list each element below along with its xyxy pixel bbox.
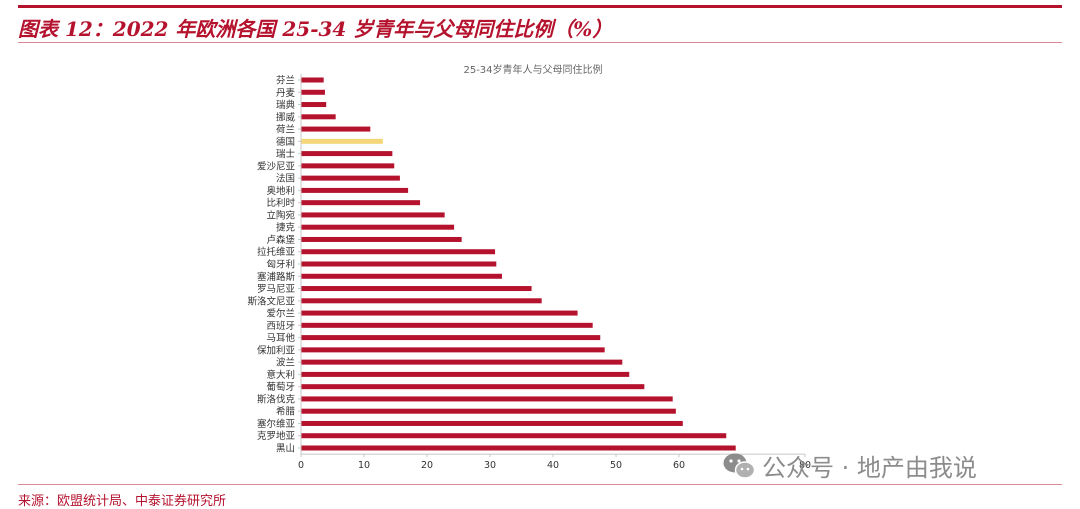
category-label: 捷克	[276, 222, 296, 234]
category-label: 荷兰	[276, 124, 295, 136]
category-label: 奥地利	[266, 185, 295, 197]
category-label: 匈牙利	[266, 259, 295, 271]
category-label: 斯洛文尼亚	[247, 295, 295, 307]
category-label: 爱沙尼亚	[257, 160, 296, 172]
category-label: 西班牙	[266, 320, 295, 332]
x-tick-label: 20	[421, 460, 433, 471]
category-label: 丹麦	[276, 87, 296, 99]
category-label: 意大利	[266, 369, 295, 381]
category-label: 保加利亚	[257, 344, 296, 356]
category-label: 立陶宛	[266, 209, 295, 221]
x-axis: 01020304050607080	[298, 73, 811, 471]
bar	[301, 273, 502, 279]
bar	[301, 89, 325, 95]
category-label: 波兰	[276, 357, 295, 369]
source-note: 来源：欧盟统计局、中泰证券研究所	[18, 494, 227, 509]
category-label: 马耳他	[266, 332, 295, 344]
bar	[301, 347, 605, 353]
bar	[301, 433, 727, 439]
bar	[301, 212, 445, 218]
category-labels: 芬兰丹麦瑞典挪威荷兰德国瑞士爱沙尼亚法国奥地利比利时立陶宛捷克卢森堡拉托维亚匈牙…	[247, 75, 295, 455]
bar	[301, 138, 383, 144]
category-label: 克罗地亚	[257, 430, 296, 442]
category-label: 瑞典	[276, 99, 296, 111]
x-tick-label: 40	[547, 460, 559, 471]
category-label: 拉托维亚	[257, 246, 296, 258]
category-label: 黑山	[276, 444, 295, 455]
bar	[301, 77, 324, 83]
bar	[301, 384, 645, 390]
bar	[301, 408, 676, 414]
bar	[301, 298, 542, 304]
title-rule	[18, 42, 1062, 43]
bar-chart: 25-34岁青年人与父母同住比例 芬兰丹麦瑞典挪威荷兰德国瑞士爱沙尼亚法国奥地利…	[247, 63, 811, 471]
bar	[301, 102, 327, 108]
category-label: 葡萄牙	[266, 381, 295, 393]
bar	[301, 163, 395, 169]
bar	[301, 396, 673, 402]
category-label: 卢森堡	[266, 234, 295, 246]
category-label: 斯洛伐克	[257, 393, 296, 405]
bar	[301, 371, 630, 377]
category-label: 塞浦路斯	[257, 271, 296, 283]
bar	[301, 261, 497, 267]
category-label: 塞尔维亚	[257, 418, 296, 430]
bar	[301, 445, 736, 451]
category-label: 瑞士	[276, 148, 296, 160]
bar	[301, 335, 601, 341]
bar	[301, 126, 371, 132]
bar	[301, 286, 532, 292]
top-rule	[18, 5, 1062, 8]
bar	[301, 151, 393, 157]
x-tick-label: 60	[673, 460, 685, 471]
category-label: 希腊	[276, 406, 296, 418]
category-label: 比利时	[266, 197, 295, 209]
chart-title: 25-34岁青年人与父母同住比例	[463, 63, 602, 76]
category-label: 德国	[276, 136, 295, 148]
bottom-rule	[18, 484, 1062, 485]
wechat-icon	[723, 453, 756, 479]
watermark: 公众号 · 地产由我说	[722, 448, 977, 483]
bar	[301, 175, 400, 181]
bar	[301, 224, 455, 230]
bar	[301, 200, 421, 206]
x-tick-label: 10	[358, 460, 370, 471]
category-label: 罗马尼亚	[257, 284, 296, 295]
bar	[301, 359, 623, 365]
bars-layer	[301, 77, 736, 451]
watermark-text: 公众号 · 地产由我说	[762, 454, 977, 482]
x-tick-label: 30	[484, 460, 496, 471]
category-label: 法国	[276, 173, 295, 185]
bar	[301, 420, 683, 426]
bar	[301, 187, 409, 193]
category-label: 芬兰	[276, 75, 295, 87]
figure-title: 图表 12：2022 年欧洲各国 25-34 岁青年与父母同住比例（%）	[18, 17, 613, 41]
bar	[301, 310, 578, 316]
x-tick-label: 80	[799, 460, 811, 471]
bar	[301, 236, 462, 242]
bar	[301, 249, 496, 255]
x-tick-label: 0	[298, 460, 304, 471]
bar	[301, 114, 336, 120]
category-label: 爱尔兰	[266, 308, 295, 320]
category-label: 挪威	[276, 111, 296, 123]
bar	[301, 322, 593, 328]
x-tick-label: 50	[610, 460, 622, 471]
